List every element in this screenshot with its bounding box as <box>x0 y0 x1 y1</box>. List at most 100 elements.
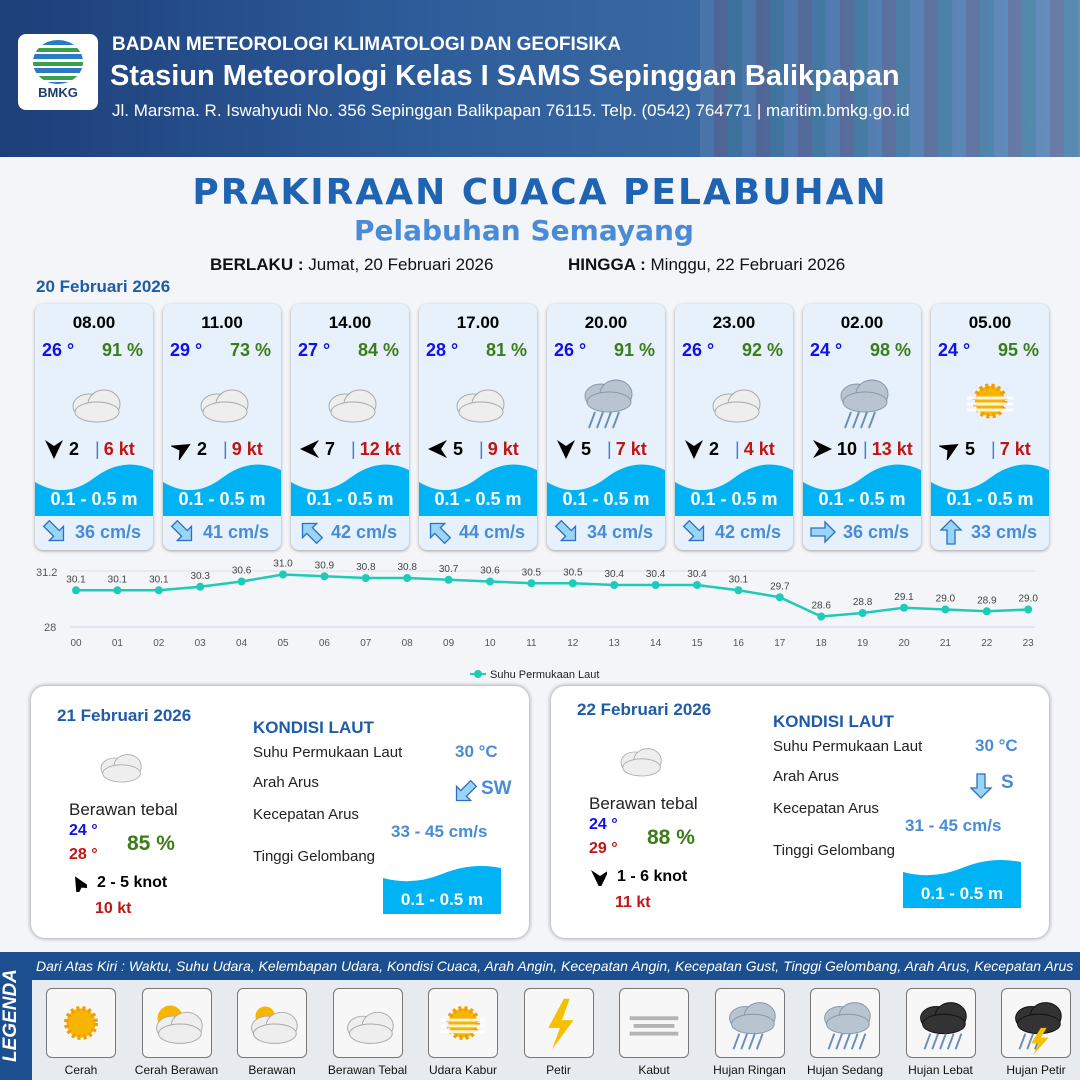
x-tick: 03 <box>195 638 207 649</box>
temperature: 24 ° <box>810 340 843 360</box>
current-speed: 33 cm/s <box>971 522 1038 542</box>
legend-item-label: Kabut <box>638 1063 670 1077</box>
data-point <box>237 577 246 586</box>
wave-graphic <box>903 860 1021 908</box>
current-dir: S <box>1001 772 1014 793</box>
cerah-icon <box>46 988 116 1058</box>
wave-graphic <box>35 464 153 516</box>
x-tick: 20 <box>898 638 910 649</box>
wave-height: 0.1 - 0.5 m <box>178 489 266 509</box>
humidity: 84 % <box>357 340 399 360</box>
data-point <box>775 593 784 602</box>
data-point <box>610 581 619 589</box>
data-label: 30.9 <box>315 560 335 571</box>
data-point <box>361 574 370 582</box>
wind-speed: 5 <box>453 439 464 459</box>
wind-direction-icon <box>427 438 449 460</box>
wave-label: Tinggi Gelombang <box>773 842 896 859</box>
data-label: 30.4 <box>646 569 666 580</box>
x-tick: 15 <box>691 638 703 649</box>
wind-speed: 2 - 5 knot <box>97 874 168 891</box>
data-label: 28.8 <box>853 597 873 608</box>
data-label: 30.3 <box>190 571 210 582</box>
current-speed: 33 - 45 cm/s <box>391 822 488 841</box>
humidity: 73 % <box>229 340 271 360</box>
hujan-ringan-icon <box>714 988 785 1058</box>
date: 22 Februari 2026 <box>577 700 712 719</box>
data-point <box>444 575 453 584</box>
wave-height: 0.1 - 0.5 m <box>818 489 906 509</box>
forecast-card: 17.00 28 ° 81 % 5 | 9 kt 0.1 - 0.5 m 44 c… <box>419 304 537 550</box>
data-label: 30.8 <box>356 562 376 573</box>
gust: | 6 kt <box>95 439 135 459</box>
humidity: 85 % <box>127 832 175 855</box>
humidity: 92 % <box>741 340 783 360</box>
wave-height: 0.1 - 0.5 m <box>434 489 522 509</box>
data-point <box>1024 605 1033 614</box>
legend-label: Suhu Permukaan Laut <box>490 669 599 681</box>
gust: | 12 kt <box>351 439 401 459</box>
gust: | 9 kt <box>223 439 263 459</box>
wind-speed: 5 <box>581 439 592 459</box>
sea-title: KONDISI LAUT <box>253 718 374 737</box>
sst-value: 30 °C <box>975 736 1018 755</box>
data-point <box>817 612 826 621</box>
wind-speed: 10 <box>837 439 858 459</box>
wave-graphic <box>547 464 665 516</box>
y-tick: 28 <box>44 622 56 634</box>
humidity: 95 % <box>997 340 1039 360</box>
data-point <box>403 574 412 582</box>
gust: 11 kt <box>615 894 651 911</box>
current-speed: 42 cm/s <box>715 522 782 542</box>
wave-graphic <box>931 464 1049 516</box>
wind-direction-icon <box>299 438 321 460</box>
wind-direction-icon <box>43 438 65 460</box>
x-tick: 22 <box>981 638 993 649</box>
berawan-tebal-icon <box>332 988 403 1058</box>
wave-label: Tinggi Gelombang <box>253 848 376 865</box>
data-label: 30.5 <box>522 567 542 578</box>
gust: | 9 kt <box>479 439 519 459</box>
humidity: 98 % <box>869 340 911 360</box>
x-tick: 11 <box>526 638 537 649</box>
current-speed: 31 - 45 cm/s <box>905 816 1002 835</box>
temperature: 26 ° <box>42 340 75 360</box>
station-name: Stasiun Meteorologi Kelas I SAMS Sepingg… <box>110 60 900 92</box>
berawan-tebal-icon <box>443 366 513 436</box>
berawan-tebal-icon <box>699 366 769 436</box>
x-tick: 07 <box>360 638 372 649</box>
time: 20.00 <box>584 313 628 332</box>
wave-height: 0.1 - 0.5 m <box>690 489 778 509</box>
humidity: 91 % <box>101 340 143 360</box>
data-point <box>486 577 494 586</box>
current-speed: 44 cm/s <box>459 522 526 542</box>
legend-item-label: Hujan Petir <box>1006 1063 1066 1077</box>
hujan-ringan-icon <box>827 366 897 436</box>
data-label: 30.4 <box>604 569 624 580</box>
time: 17.00 <box>456 313 500 332</box>
sst-chart: 31.2 28 30.1 00 30.1 01 30.1 02 30.3 03 30.6 04 31.0… <box>36 559 1038 682</box>
current-dir-label: Arah Arus <box>773 768 839 785</box>
temp-max: 28 ° <box>69 846 98 863</box>
temperature: 26 ° <box>682 340 715 360</box>
wave-graphic <box>383 866 501 914</box>
data-point <box>154 586 163 595</box>
cerah-berawan-icon <box>141 988 212 1058</box>
header-banner: BMKG BADAN METEOROLOGI KLIMATOLOGI DAN G… <box>0 0 1080 157</box>
x-tick: 14 <box>650 638 662 649</box>
legend-item-label: Udara Kabur <box>428 1063 498 1077</box>
x-tick: 09 <box>443 638 455 649</box>
sst-label: Suhu Permukaan Laut <box>773 738 923 755</box>
port-illustration <box>700 0 1080 157</box>
data-label: 29.1 <box>894 592 914 603</box>
sst-label: Suhu Permukaan Laut <box>253 744 403 761</box>
condition: Berawan tebal <box>69 800 178 819</box>
day0-date: 20 Februari 2026 <box>36 277 171 296</box>
wave-height: 0.1 - 0.5 m <box>400 890 484 909</box>
berawan-tebal-icon <box>59 366 129 436</box>
data-label: 30.1 <box>149 574 169 585</box>
forecast-card: 08.00 26 ° 91 % 2 | 6 kt 0.1 - 0.5 m 36 c… <box>35 304 153 550</box>
data-point <box>900 603 908 612</box>
temperature: 28 ° <box>426 340 459 360</box>
berawan-tebal-icon <box>187 366 257 436</box>
